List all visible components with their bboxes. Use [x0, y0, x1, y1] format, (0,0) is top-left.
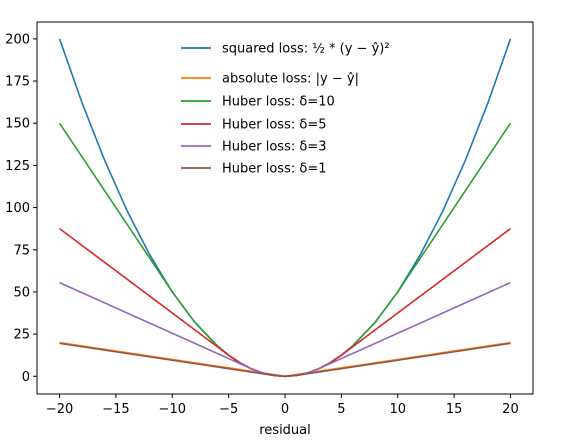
series-line-6 [59, 342, 511, 378]
y-tick-label: 50 [13, 285, 30, 300]
y-tick-label: 125 [5, 159, 30, 174]
y-tick-label: 175 [5, 75, 30, 90]
x-tick-label: 0 [281, 402, 289, 417]
y-tick-label: 200 [5, 32, 30, 47]
y-tick-label: 100 [5, 201, 30, 216]
legend-label-1: squared loss: ½ * (y − ŷ)² [222, 42, 390, 57]
x-tick-label: 10 [389, 402, 406, 417]
legend-label-6: Huber loss: δ=1 [222, 162, 326, 177]
x-tick-label: −10 [159, 402, 186, 417]
plot-lines [58, 38, 512, 378]
y-tick-label: 25 [13, 328, 30, 343]
y-axis-ticks: 0 25 50 75 100 125 150 175 200 [5, 32, 37, 385]
y-tick-label: 0 [22, 370, 30, 385]
x-tick-label: 20 [502, 402, 519, 417]
legend-label-2: absolute loss: |y − ŷ| [222, 72, 359, 87]
legend-label-3: Huber loss: δ=10 [222, 95, 335, 110]
x-axis-ticks: −20 −15 −10 −5 0 5 10 15 20 [46, 394, 519, 417]
x-axis-label: residual [259, 423, 311, 438]
legend-label-5: Huber loss: δ=3 [222, 140, 326, 155]
legend: squared loss: ½ * (y − ŷ)² absolute loss:… [181, 42, 390, 177]
y-tick-label: 150 [5, 117, 30, 132]
x-tick-label: 15 [446, 402, 463, 417]
legend-label-4: Huber loss: δ=5 [222, 118, 326, 133]
x-tick-label: −5 [219, 402, 238, 417]
x-tick-label: 5 [337, 402, 345, 417]
x-tick-label: −15 [102, 402, 129, 417]
x-tick-label: −20 [46, 402, 73, 417]
y-tick-label: 75 [13, 243, 30, 258]
